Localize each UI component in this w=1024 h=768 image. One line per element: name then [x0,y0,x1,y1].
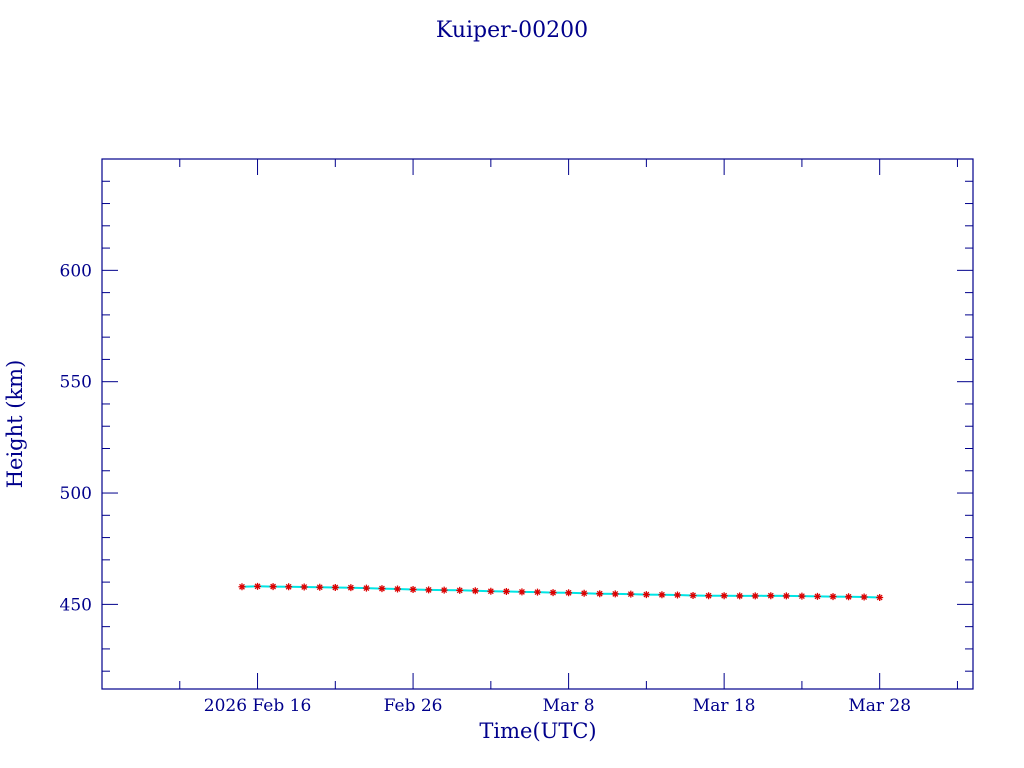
data-point [580,589,588,597]
data-point [316,583,324,591]
data-point [627,590,635,598]
data-point [673,591,681,599]
x-tick-label: Mar 8 [543,696,595,716]
y-tick-label: 500 [60,484,92,504]
data-point [876,593,884,601]
data-point [238,583,246,591]
data-point [751,592,759,600]
data-point [456,586,464,594]
data-point [549,589,557,597]
data-point [394,585,402,593]
data-point [471,587,479,595]
data-point [829,593,837,601]
data-point [611,590,619,598]
data-point [596,590,604,598]
y-axis-ticks: 450 500 550 600 [60,158,973,672]
data-point [502,587,510,595]
data-point [534,588,541,596]
y-tick-label: 600 [60,261,92,281]
data-point [331,583,339,591]
y-tick-label: 450 [60,595,92,615]
data-point [798,592,806,600]
data-point [689,591,697,599]
y-axis-label: Height (km) [3,360,27,489]
x-tick-label: 2026 Feb 16 [204,696,312,716]
data-point [782,592,790,600]
data-point [254,582,262,590]
data-point [409,585,417,593]
data-markers [238,582,884,601]
y-tick-label: 550 [60,373,92,393]
data-point [269,583,277,591]
x-tick-label: Mar 18 [693,696,756,716]
data-point [440,586,448,594]
x-axis-label: Time(UTC) [479,719,596,743]
data-point [487,587,495,595]
data-point [642,591,650,599]
data-point [767,592,775,600]
data-point [518,588,526,596]
data-point [845,593,853,601]
data-point [565,589,573,597]
plot-frame [101,158,974,690]
x-axis-ticks: 2026 Feb 16 Feb 26 Mar 8 Mar 18 Mar 28 [179,159,958,716]
data-point [347,584,355,592]
data-point [425,586,433,594]
data-point [285,583,293,591]
data-point [860,593,868,601]
x-tick-label: Feb 26 [384,696,443,716]
data-point [705,592,713,600]
x-tick-label: Mar 28 [848,696,911,716]
chart-title: Kuiper-00200 [436,18,588,43]
data-point [813,592,821,600]
data-point [362,584,370,592]
data-point [736,592,744,600]
data-point [658,591,666,599]
data-point [720,592,728,600]
data-point [300,583,308,591]
data-point [378,585,386,593]
